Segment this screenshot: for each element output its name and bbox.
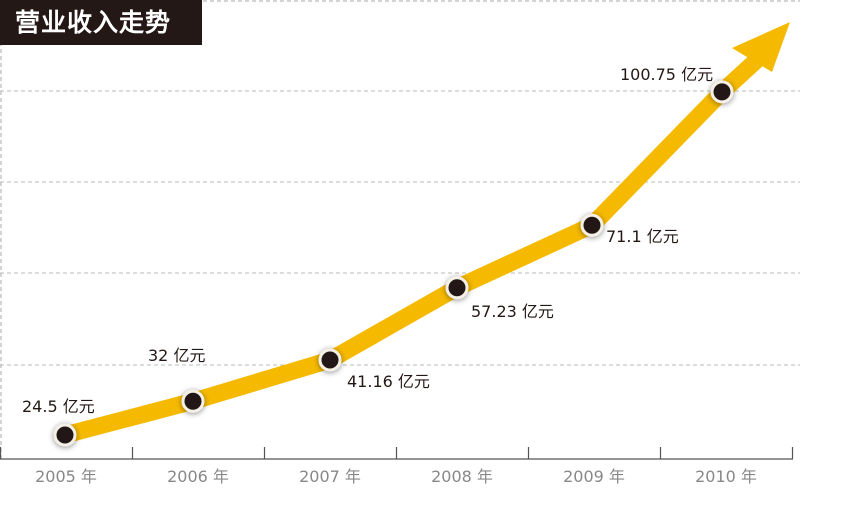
data-point-2007 bbox=[318, 348, 342, 372]
x-tick-label: 2008 年 bbox=[431, 467, 493, 486]
data-label: 32 亿元 bbox=[148, 346, 205, 365]
x-tick-label: 2006 年 bbox=[167, 467, 229, 486]
data-label: 71.1 亿元 bbox=[606, 227, 679, 246]
data-label: 41.16 亿元 bbox=[347, 372, 430, 391]
x-tick-label: 2005 年 bbox=[35, 467, 97, 486]
data-label: 57.23 亿元 bbox=[471, 302, 554, 321]
x-tick-label: 2009 年 bbox=[563, 467, 625, 486]
x-tick-label: 2010 年 bbox=[695, 467, 757, 486]
data-point-2008 bbox=[445, 276, 469, 300]
data-label: 100.75 亿元 bbox=[620, 65, 713, 84]
chart-title: 营业收入走势 bbox=[0, 0, 202, 45]
data-point-2010 bbox=[710, 80, 734, 104]
data-point-2006 bbox=[181, 389, 205, 413]
arrow-head bbox=[732, 22, 790, 72]
data-point-2009 bbox=[580, 213, 604, 237]
x-tick-label: 2007 年 bbox=[299, 467, 361, 486]
data-label: 24.5 亿元 bbox=[22, 397, 95, 416]
data-point-2005 bbox=[53, 423, 77, 447]
